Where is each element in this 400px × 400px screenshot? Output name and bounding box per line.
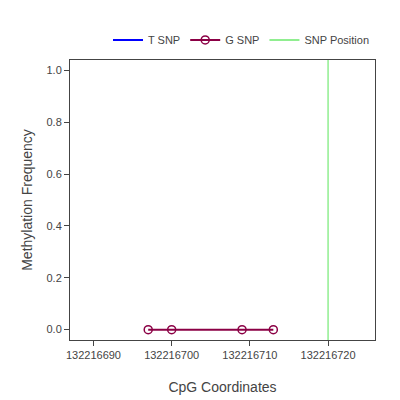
svg-text:132216710: 132216710 <box>222 349 277 361</box>
svg-text:0.6: 0.6 <box>47 168 62 180</box>
svg-text:0.8: 0.8 <box>47 116 62 128</box>
svg-text:T SNP: T SNP <box>148 34 180 46</box>
svg-text:0.0: 0.0 <box>47 323 62 335</box>
svg-text:Methylation Frequency: Methylation Frequency <box>19 129 35 271</box>
svg-text:132216690: 132216690 <box>66 349 121 361</box>
svg-text:0.2: 0.2 <box>47 272 62 284</box>
svg-text:SNP Position: SNP Position <box>304 34 369 46</box>
svg-text:132216700: 132216700 <box>144 349 199 361</box>
svg-text:G SNP: G SNP <box>225 34 259 46</box>
svg-text:0.4: 0.4 <box>47 220 62 232</box>
svg-text:132216720: 132216720 <box>301 349 356 361</box>
svg-text:1.0: 1.0 <box>47 64 62 76</box>
svg-text:CpG Coordinates: CpG Coordinates <box>168 379 276 395</box>
